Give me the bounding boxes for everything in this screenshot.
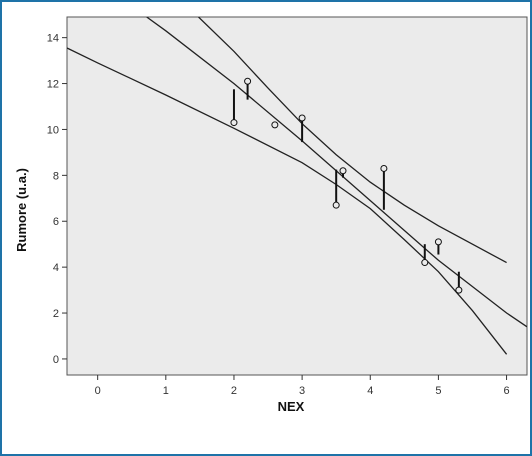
y-tick-label: 2 <box>53 308 59 320</box>
y-tick-label: 0 <box>53 354 59 366</box>
x-tick-label: 3 <box>299 385 305 397</box>
data-point <box>380 164 388 172</box>
x-tick-label: 6 <box>503 385 509 397</box>
y-tick-label: 12 <box>47 79 59 91</box>
y-tick-label: 8 <box>53 170 59 182</box>
data-point <box>230 119 238 127</box>
data-point <box>298 114 306 122</box>
y-axis-title: Rumore (u.a.) <box>14 168 29 252</box>
data-points <box>230 77 463 294</box>
plot-area <box>66 16 528 376</box>
data-point <box>244 77 252 85</box>
y-tick-label: 4 <box>53 262 59 274</box>
data-point <box>455 286 463 294</box>
y-tick-label: 6 <box>53 216 59 228</box>
x-tick-label: 0 <box>95 385 101 397</box>
data-point <box>332 201 340 209</box>
data-point <box>271 121 279 129</box>
y-tick-label: 14 <box>47 33 59 45</box>
data-point <box>339 167 347 175</box>
y-tick-label: 10 <box>47 124 59 136</box>
data-point <box>434 238 442 246</box>
x-tick-label: 4 <box>367 385 373 397</box>
x-tick-label: 5 <box>435 385 441 397</box>
x-tick-label: 1 <box>163 385 169 397</box>
upper-band-line <box>198 17 507 264</box>
x-axis-title: NEX <box>278 399 305 414</box>
data-point <box>421 259 429 267</box>
x-tick-label: 2 <box>231 385 237 397</box>
